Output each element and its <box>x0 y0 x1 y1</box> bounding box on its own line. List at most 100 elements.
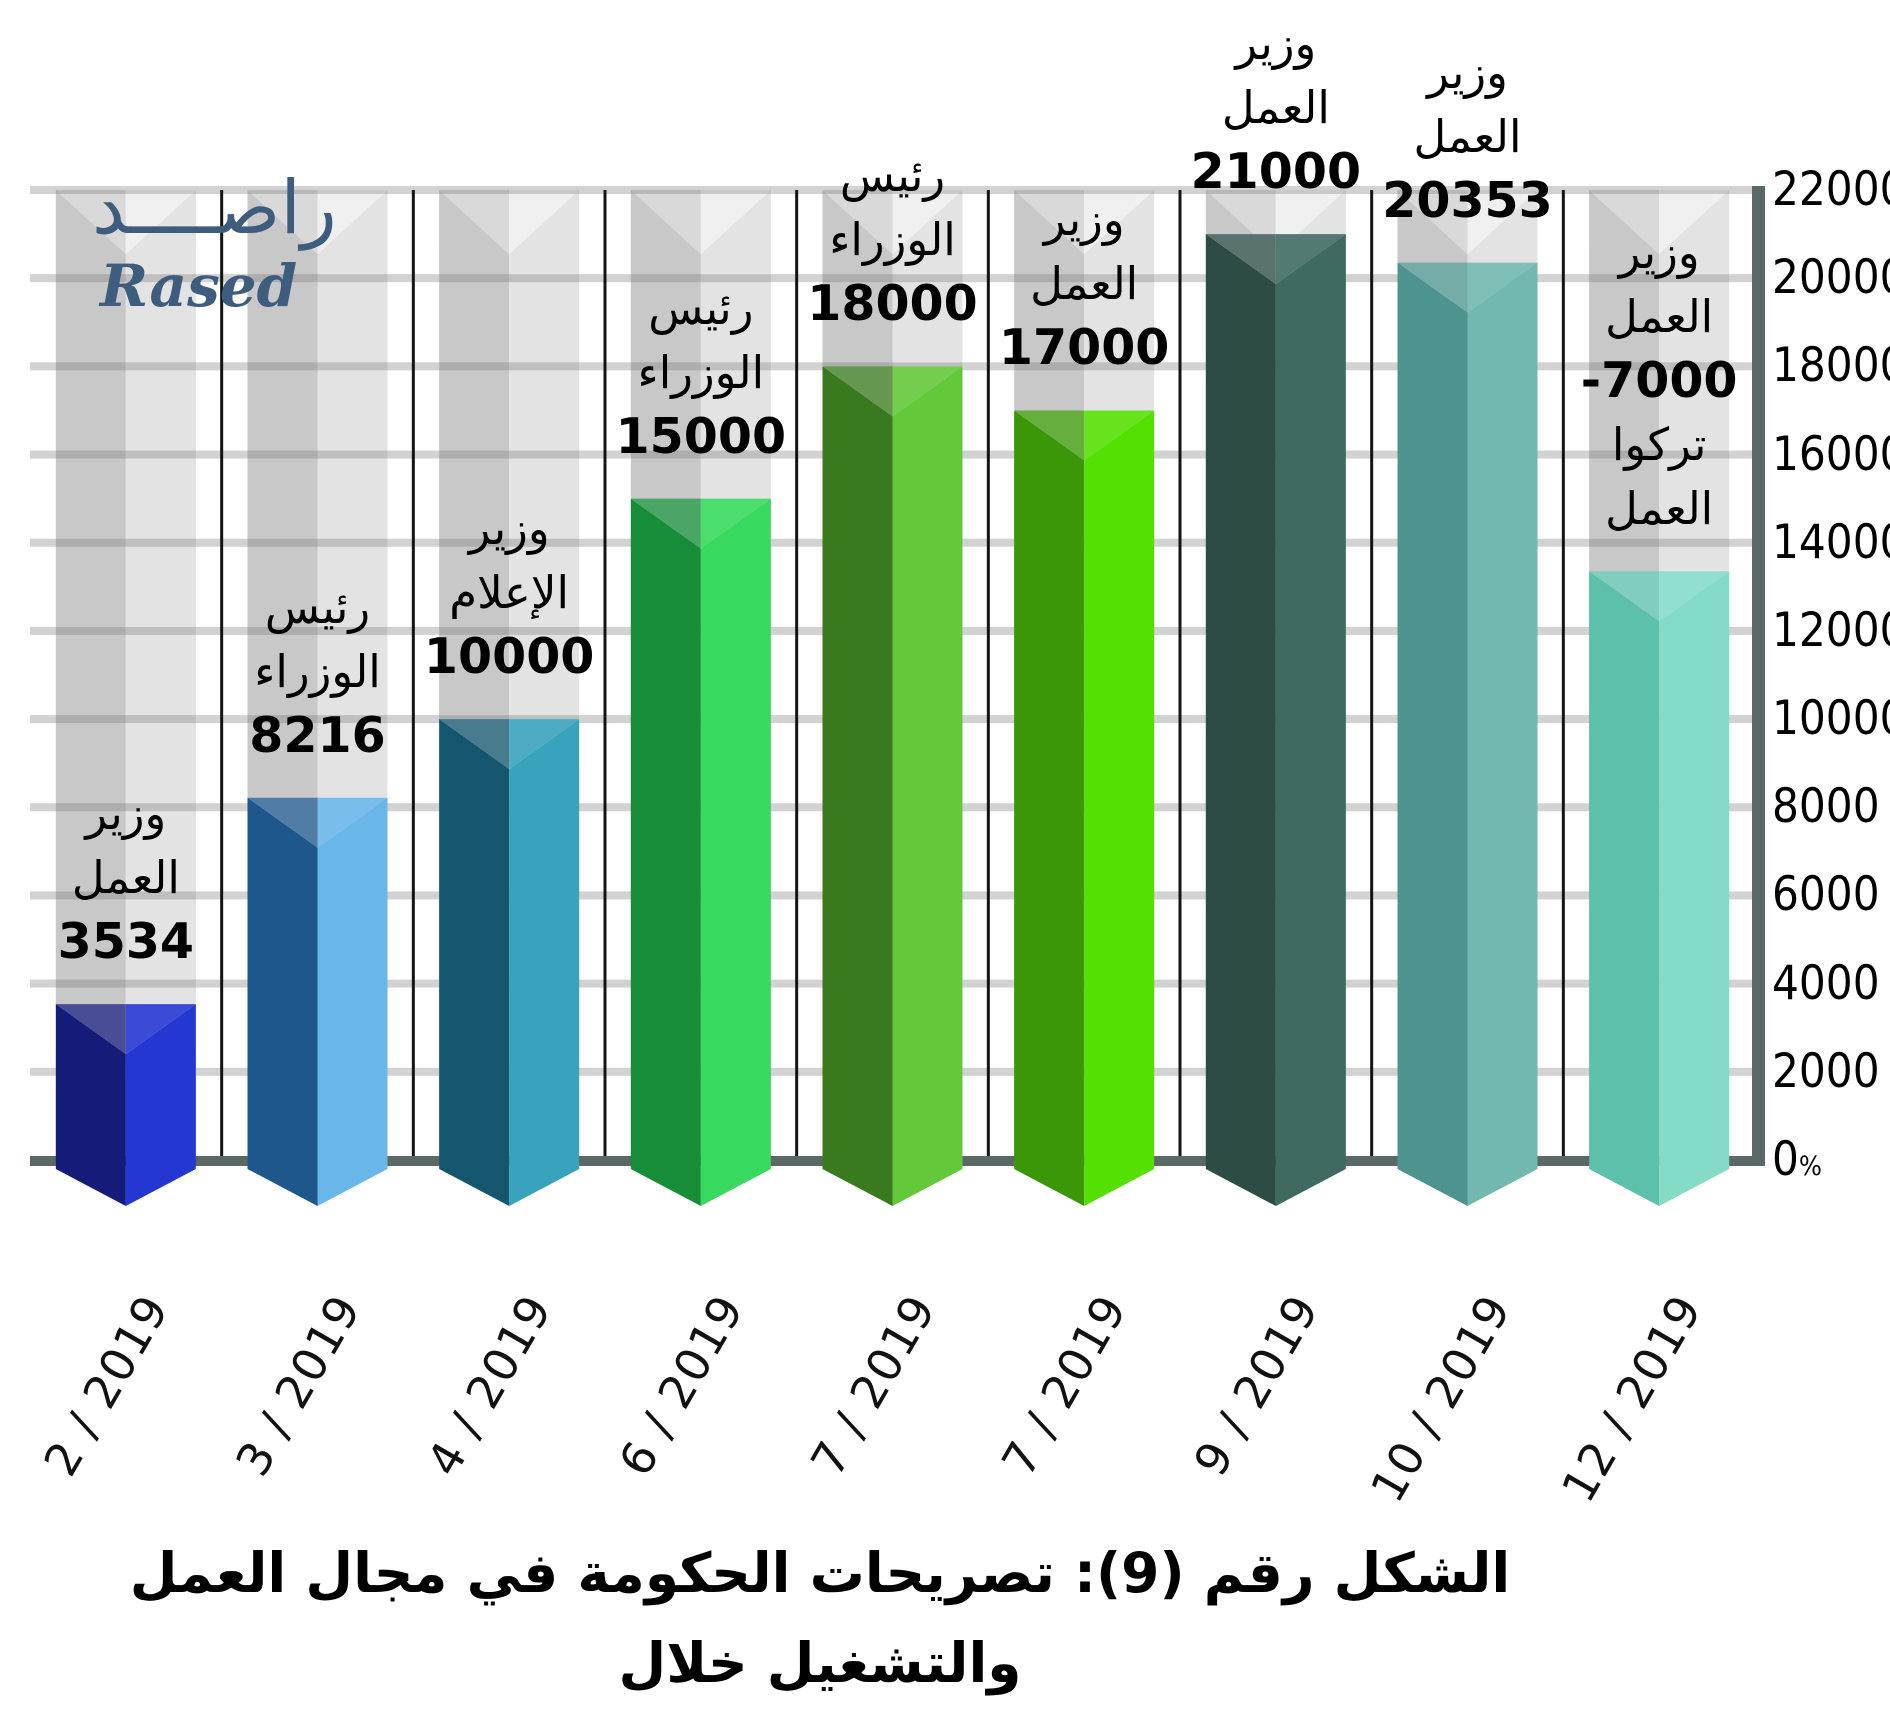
column-separator-line <box>795 190 799 1160</box>
background-bar-roof <box>1467 190 1538 254</box>
bar-right-face <box>1275 234 1346 1206</box>
column-separator-line <box>411 190 415 1160</box>
background-bar-roof <box>630 190 701 254</box>
background-bar-roof <box>1084 190 1155 254</box>
background-bar-roof <box>1397 190 1468 254</box>
bar-left-face <box>822 366 893 1206</box>
bar-left-face <box>55 1004 126 1206</box>
bar-label: وزير العمل -7000 تركوا العمل <box>1549 221 1769 541</box>
bar-left-face <box>247 797 318 1206</box>
bar-left-face <box>630 498 701 1206</box>
background-bar-roof <box>892 190 963 254</box>
bar-label: وزير العمل 3534 <box>16 782 236 974</box>
bar-value-label: 3534 <box>57 913 195 971</box>
bar-speaker-label: العمل <box>71 851 180 905</box>
bar-roof <box>892 366 963 417</box>
bar-speaker-label: الوزراء <box>829 213 956 267</box>
y-axis-tick-label: 8000 <box>1772 779 1880 835</box>
y-axis-tick-label: 18000 <box>1772 338 1890 394</box>
bar-roof <box>317 797 388 848</box>
figure-caption: الشكل رقم (9): تصريحات الحكومة في مجال ا… <box>30 1528 1610 1713</box>
background-bar-roof <box>125 190 196 254</box>
caption-line-2: العام 2019 <box>30 1708 1610 1713</box>
bar-label: وزير العمل 20353 <box>1358 41 1578 233</box>
bar-left-face <box>1205 234 1276 1206</box>
caption-line-1: الشكل رقم (9): تصريحات الحكومة في مجال ا… <box>129 1541 1511 1695</box>
bar-speaker-label: تركوا <box>1611 418 1707 472</box>
bar-label: وزير العمل 21000 <box>1166 12 1386 204</box>
bar-roof <box>125 1004 196 1055</box>
bar-left-face <box>439 719 510 1206</box>
bar-left-face <box>1397 262 1468 1206</box>
bar-value-label: 17000 <box>998 319 1170 377</box>
bar-roof <box>1084 410 1155 461</box>
bar-value-label: 8216 <box>249 706 386 764</box>
bar-value-label: 15000 <box>615 407 787 465</box>
background-bar-right-face <box>125 190 196 1160</box>
rased-logo-arabic: راصــــد <box>92 165 337 251</box>
rased-logo-latin: Rased <box>100 252 298 320</box>
background-bar-roof <box>509 190 580 254</box>
y-axis-tick-label: 6000 <box>1772 867 1880 923</box>
bar-speaker-label: العمل <box>1030 257 1139 311</box>
bar-right-face <box>1659 571 1730 1206</box>
bar-value-label: 21000 <box>1190 143 1362 201</box>
bar-speaker-label: وزير <box>1043 193 1125 247</box>
column-separator-line <box>603 190 607 1160</box>
bar-roof <box>1205 234 1276 285</box>
bar-value-label: 18000 <box>807 275 978 333</box>
y-axis-tick-label: 12000 <box>1772 602 1890 658</box>
y-axis-tick-label: 16000 <box>1772 426 1890 482</box>
bar-roof <box>822 366 893 417</box>
background-bar-left-face <box>55 190 126 1160</box>
y-axis-tick-label: 4000 <box>1772 955 1880 1011</box>
y-axis-tick-label: 22000 <box>1772 162 1890 217</box>
background-bar-roof <box>1589 190 1660 254</box>
bar-label: رئيس الوزراء 15000 <box>591 277 811 469</box>
background-bar-roof <box>247 190 318 254</box>
background-bar-roof <box>700 190 771 254</box>
background-bar-roof <box>1014 190 1085 254</box>
column-separator-line <box>1178 190 1182 1160</box>
bar-roof <box>1589 571 1660 622</box>
bar-roof <box>1397 262 1468 313</box>
y-axis-line <box>1752 186 1765 1166</box>
bar-label: وزير العمل 17000 <box>974 188 1194 380</box>
bar-speaker-label: رئيس <box>839 149 946 203</box>
bar-right-face <box>700 498 771 1206</box>
bar-roof <box>1275 234 1346 285</box>
bar-speaker-label: العمل <box>1413 109 1522 163</box>
bar-speaker-label: الوزراء <box>254 644 381 698</box>
bar-right-face <box>1084 410 1155 1206</box>
bar-roof <box>1014 410 1085 461</box>
bar-roof <box>630 498 701 549</box>
bar-label: وزير الإعلام 10000 <box>399 497 619 689</box>
bar-right-face <box>892 366 963 1206</box>
bar-speaker-label: العمل <box>1221 81 1330 135</box>
bar-roof <box>439 719 510 770</box>
bar-speaker-label: وزير <box>1427 45 1508 99</box>
bar-left-face <box>1014 410 1085 1206</box>
bar-value-label: 20353 <box>1382 171 1553 229</box>
bar-speaker-label: وزير <box>468 502 550 556</box>
bar-right-face <box>125 1004 196 1206</box>
bar-roof <box>509 719 580 770</box>
bar-right-face <box>317 797 388 1206</box>
gridline <box>30 274 1752 283</box>
background-bar-roof <box>822 190 893 254</box>
bar-label: رئيس الوزراء 8216 <box>208 576 428 768</box>
bar-right-face <box>509 719 580 1206</box>
y-axis-tick-label: 2000 <box>1772 1043 1880 1099</box>
bar-speaker-label: وزير <box>1618 226 1700 280</box>
bar-speaker-label: رئيس <box>264 580 371 634</box>
column-separator-line <box>1370 190 1374 1160</box>
y-axis-tick-label: 10000 <box>1772 691 1890 747</box>
background-bar-roof <box>317 190 388 254</box>
bar-speaker-label: وزير <box>85 787 167 841</box>
y-axis-tick-label: 0% <box>1772 1132 1822 1187</box>
bar-speaker-label: وزير <box>1235 17 1317 71</box>
percent-sign: % <box>1798 1151 1822 1182</box>
bar-speaker-label: رئيس <box>648 281 754 335</box>
